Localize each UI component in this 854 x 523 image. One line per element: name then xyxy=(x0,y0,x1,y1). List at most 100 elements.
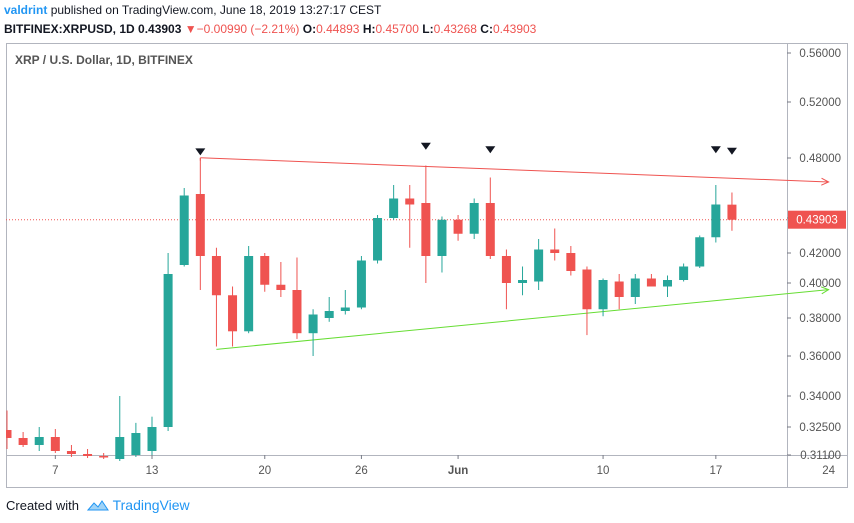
candle-down xyxy=(550,249,560,253)
chart-title: XRP / U.S. Dollar, 1D, BITFINEX xyxy=(15,53,193,67)
candle-up xyxy=(663,280,673,287)
candle-up xyxy=(34,437,44,445)
top-marker-icon xyxy=(710,146,721,154)
price-tick-label: 0.38000 xyxy=(799,313,841,325)
price-tick-label: 0.56000 xyxy=(799,48,841,60)
open-value: 0.44893 xyxy=(316,22,360,36)
candle-down xyxy=(421,203,431,256)
publish-line: valdrint published on TradingView.com, J… xyxy=(4,3,381,17)
price-tick-label: 0.52000 xyxy=(799,97,841,109)
candle-up xyxy=(598,280,608,310)
candle-up xyxy=(518,280,528,283)
close-label: C: xyxy=(480,22,493,36)
candle-down xyxy=(2,430,12,438)
top-marker-icon xyxy=(195,148,206,156)
candle-up xyxy=(373,218,383,261)
candle-up xyxy=(115,437,125,459)
candle-down xyxy=(727,204,737,220)
time-axis[interactable]: 7 13 20 26 Jun 10 17 24 xyxy=(52,455,836,477)
published-text: published on TradingView.com, June 18, 2… xyxy=(50,3,382,17)
candle-up xyxy=(179,195,189,265)
time-tick-label: 17 xyxy=(709,465,722,477)
candle-up xyxy=(695,237,705,267)
top-marker-icon xyxy=(485,146,496,154)
price-tag-value: 0.43903 xyxy=(796,215,838,227)
price-tick-label: 0.48000 xyxy=(799,153,841,165)
candle-up xyxy=(356,260,366,308)
candle-down xyxy=(195,194,205,256)
price-tick-label: 0.31100 xyxy=(800,450,841,462)
last-price-tag: 0.43903 xyxy=(788,210,846,229)
candle-up xyxy=(469,203,479,234)
time-tick-label: 10 xyxy=(597,465,610,477)
candle-down xyxy=(485,203,495,256)
tradingview-logo-icon xyxy=(86,499,109,515)
candle-down xyxy=(260,256,270,285)
resistance-line-arrowhead xyxy=(821,177,830,186)
candle-up xyxy=(244,256,254,332)
candle-up xyxy=(324,311,334,318)
candle-up xyxy=(437,219,447,256)
candle-down xyxy=(66,451,76,454)
author-name[interactable]: valdrint xyxy=(4,3,48,17)
candle-down xyxy=(405,198,415,205)
candle-down xyxy=(18,438,28,445)
time-tick-label: 7 xyxy=(52,465,58,477)
candle-up xyxy=(711,204,721,238)
candle-down xyxy=(211,256,221,296)
down-arrow-icon: ▼ xyxy=(184,22,197,36)
high-label: H: xyxy=(362,22,376,36)
tradingview-brand[interactable]: TradingView xyxy=(112,497,190,513)
price-tick-label: 0.34000 xyxy=(799,391,841,403)
top-marker-icon xyxy=(420,142,431,150)
price-tick-label: 0.40000 xyxy=(799,278,841,290)
time-tick-label: 26 xyxy=(355,465,368,477)
candles xyxy=(2,158,737,461)
low-label: L: xyxy=(422,22,434,36)
candle-down xyxy=(50,437,60,451)
candle-up xyxy=(389,198,399,218)
chart-frame[interactable]: 0.560000.520000.480000.440000.420000.400… xyxy=(2,43,848,488)
close-value: 0.43903 xyxy=(492,22,537,36)
candle-up xyxy=(534,249,544,282)
time-tick-label: 13 xyxy=(146,465,159,477)
candle-down xyxy=(501,256,511,283)
price-tick-label: 0.36000 xyxy=(799,351,841,363)
high-value: 0.45700 xyxy=(375,22,419,36)
candle-down xyxy=(566,253,576,271)
support-line xyxy=(216,289,829,350)
candle-up xyxy=(340,307,350,311)
candlestick-chart[interactable]: 0.560000.520000.480000.440000.420000.400… xyxy=(2,43,848,488)
low-value: 0.43268 xyxy=(433,22,477,36)
resistance-line xyxy=(200,157,829,183)
price-tick-label: 0.32500 xyxy=(799,422,841,434)
support-line-arrowhead xyxy=(820,286,830,295)
candle-down xyxy=(292,290,302,334)
open-label: O: xyxy=(302,22,317,36)
last-price-value: 0.43903 xyxy=(138,22,182,36)
time-tick-label: 24 xyxy=(822,465,835,477)
candle-up xyxy=(131,433,141,455)
candle-down xyxy=(276,284,286,290)
symbol-label: BITFINEX:XRPUSD, 1D xyxy=(4,22,135,36)
candle-up xyxy=(630,278,640,297)
top-marker-icon xyxy=(726,147,737,155)
candle-up xyxy=(679,266,689,280)
top-markers xyxy=(195,142,737,156)
chart-border xyxy=(6,43,848,488)
candle-down xyxy=(99,456,109,458)
created-with-text: Created with xyxy=(6,498,79,513)
time-tick-label: Jun xyxy=(448,465,468,477)
footer: Created with TradingView xyxy=(6,497,190,515)
candle-down xyxy=(453,219,463,234)
change-value: −0.00990 (−2.21%) xyxy=(196,22,300,36)
candle-up xyxy=(308,314,318,334)
candle-down xyxy=(83,454,93,456)
candle-down xyxy=(614,281,624,297)
candle-down xyxy=(582,269,592,310)
candle-down xyxy=(228,295,238,332)
price-tag-box xyxy=(788,210,846,229)
candle-up xyxy=(163,274,173,427)
time-tick-label: 20 xyxy=(258,465,271,477)
trendlines xyxy=(6,157,830,350)
